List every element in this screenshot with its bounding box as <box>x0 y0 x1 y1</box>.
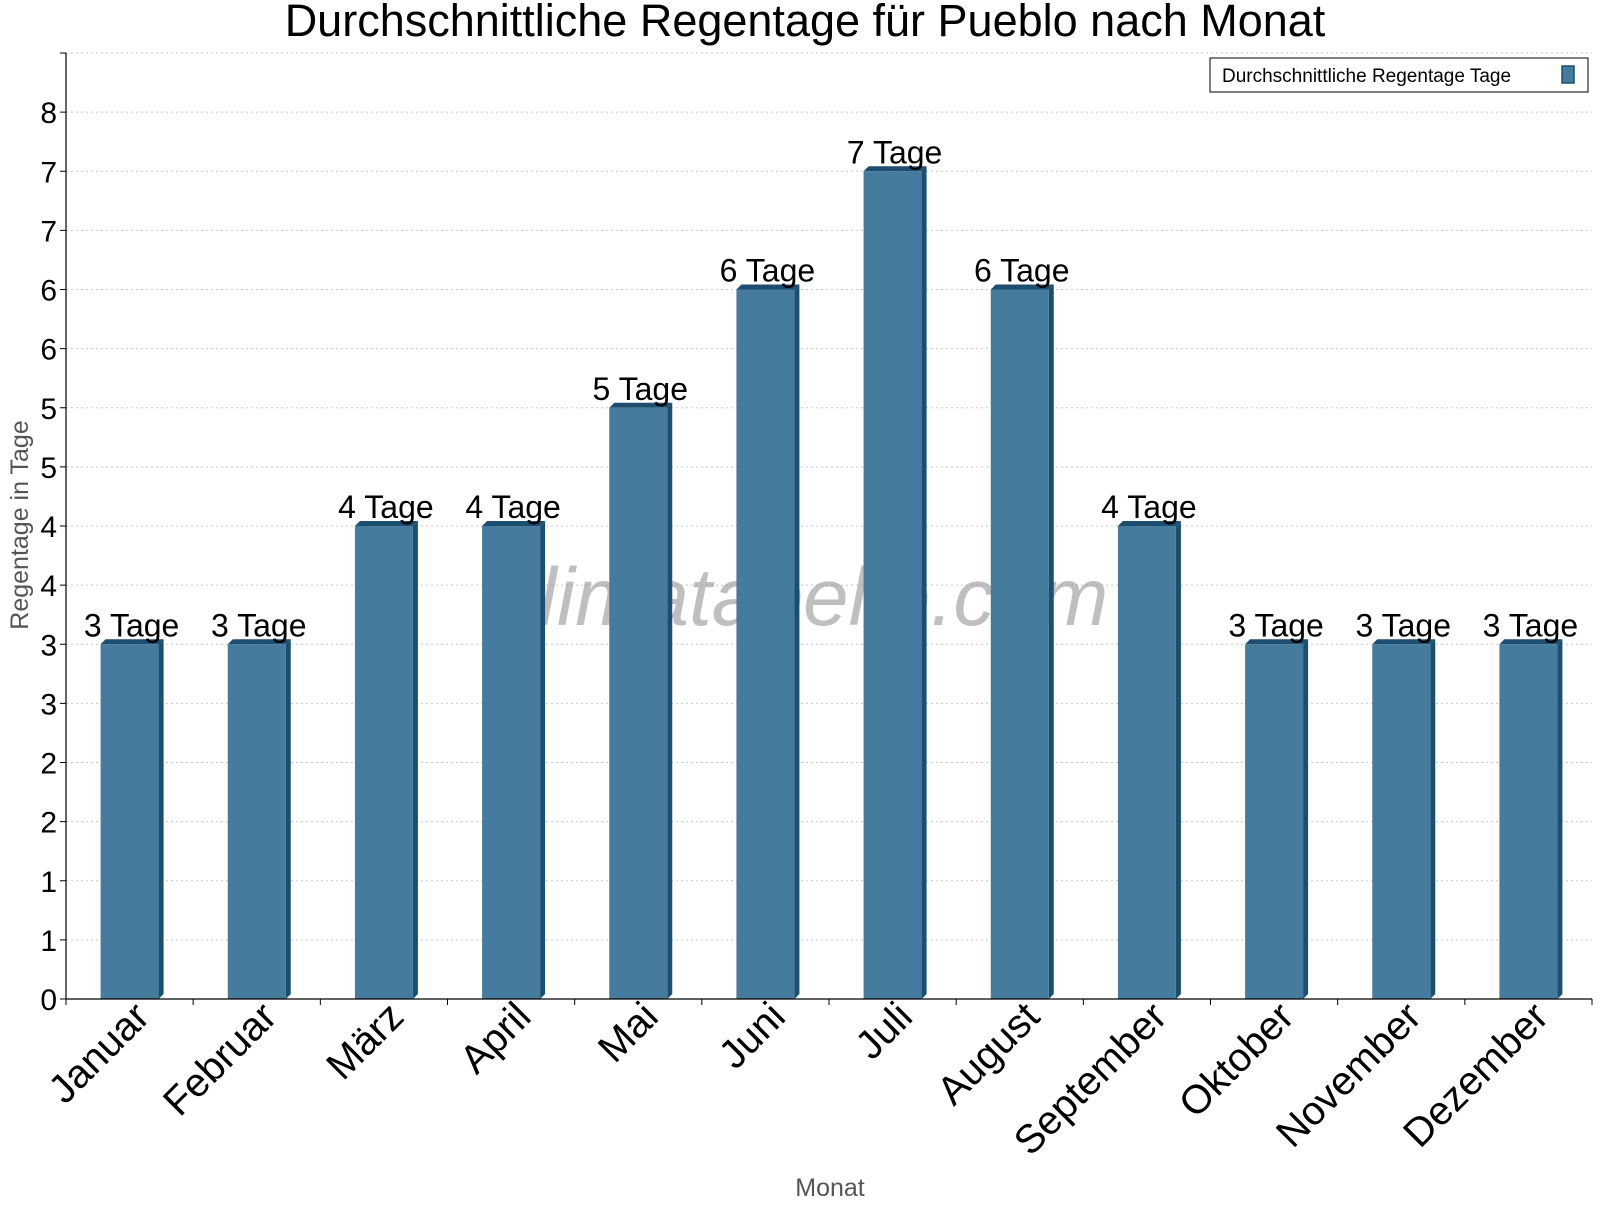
bar <box>736 289 795 999</box>
y-tick-label: 3 <box>40 629 57 662</box>
data-label: 3 Tage <box>84 607 180 643</box>
bar-top <box>1499 639 1563 645</box>
data-label: 3 Tage <box>1228 607 1324 643</box>
y-tick-label: 6 <box>40 334 57 367</box>
y-tick-label: 5 <box>40 452 57 485</box>
x-tick-label: Mai <box>590 994 667 1071</box>
bar-top <box>736 284 800 290</box>
bar-group: 3 Tage <box>84 607 180 999</box>
bar-top <box>100 639 164 645</box>
bar-group: 3 Tage <box>1483 607 1579 999</box>
bar <box>354 526 413 999</box>
y-tick-label: 1 <box>40 925 57 958</box>
bar-top <box>863 166 927 172</box>
bar <box>1499 644 1558 999</box>
bar-side <box>540 521 546 999</box>
bar-top <box>482 521 546 526</box>
y-tick-label: 0 <box>40 984 57 1017</box>
x-tick-label: Juni <box>711 994 794 1077</box>
x-tick-label: Januar <box>40 994 158 1112</box>
y-axis-title: Regentage in Tage <box>6 420 34 629</box>
y-tick-label: 1 <box>40 866 57 899</box>
y-tick-label: 7 <box>40 156 57 189</box>
grid <box>66 52 1592 941</box>
bar-group: 6 Tage <box>974 253 1070 999</box>
bar <box>482 526 541 999</box>
data-label: 6 Tage <box>720 253 816 289</box>
y-tick-label: 5 <box>40 393 57 426</box>
data-label: 7 Tage <box>847 134 943 170</box>
y-tick-label: 2 <box>40 748 57 781</box>
bar <box>1245 644 1304 999</box>
x-tick-label: Juli <box>847 994 921 1068</box>
y-tick-label: 4 <box>40 511 57 544</box>
y-tick-label: 8 <box>40 97 57 130</box>
bar-side <box>285 639 291 999</box>
x-tick-label: August <box>929 994 1048 1113</box>
y-tick-label: 7 <box>40 215 57 248</box>
bar-side <box>1430 639 1436 999</box>
bars: 3 Tage 3 Tage 4 Tage 4 Tage 5 Tage 6 Tage 7 Ta… <box>84 134 1578 999</box>
bar-side <box>667 402 673 999</box>
bar-group: 4 Tage <box>338 489 434 999</box>
bar <box>609 407 668 999</box>
bar-top <box>354 521 418 526</box>
y-tick-label: 2 <box>40 807 57 840</box>
bar-group: 7 Tage <box>847 134 943 999</box>
bar <box>100 644 159 999</box>
data-label: 4 Tage <box>465 489 561 525</box>
x-axis-title: Monat <box>795 1174 865 1200</box>
bar <box>863 171 922 999</box>
bar-side <box>794 284 800 999</box>
bar-top <box>1245 639 1309 645</box>
y-tick-label: 6 <box>40 275 57 308</box>
bar-group: 4 Tage <box>465 489 561 999</box>
bar <box>990 289 1049 999</box>
bar <box>1117 526 1176 999</box>
bar-top <box>990 284 1054 290</box>
bar <box>227 644 286 999</box>
legend-swatch <box>1561 65 1575 84</box>
bar-group: 6 Tage <box>720 253 816 999</box>
x-tick-label: März <box>318 994 412 1088</box>
bar-side <box>1303 639 1309 999</box>
legend-box <box>1209 57 1589 93</box>
bar-group: 3 Tage <box>211 607 307 999</box>
bar-side <box>412 521 418 999</box>
data-label: 4 Tage <box>338 489 434 525</box>
bar <box>1372 644 1431 999</box>
bar-side <box>1175 521 1181 999</box>
data-label: 4 Tage <box>1101 489 1197 525</box>
bar-top <box>1372 639 1436 645</box>
bar-top <box>609 402 673 408</box>
y-tick-label: 3 <box>40 688 57 721</box>
x-tick-label: Oktober <box>1171 994 1303 1126</box>
bar-group: 4 Tage <box>1101 489 1197 999</box>
bar-side <box>921 166 927 999</box>
y-tick-label: 4 <box>40 570 57 603</box>
data-label: 3 Tage <box>1356 607 1452 643</box>
x-tick-label: April <box>452 994 540 1082</box>
data-label: 3 Tage <box>1483 607 1579 643</box>
legend-label: Durchschnittliche Regentage Tage <box>1222 66 1511 87</box>
bar-top <box>227 639 291 645</box>
legend: Durchschnittliche Regentage Tage <box>1209 57 1589 93</box>
chart-title: Durchschnittliche Regentage für Pueblo n… <box>285 0 1326 46</box>
bar-side <box>1557 639 1563 999</box>
bar-side <box>1048 284 1054 999</box>
x-tick-label: Februar <box>155 994 285 1124</box>
bar-group: 3 Tage <box>1356 607 1452 999</box>
bar-top <box>1117 521 1181 526</box>
bar-group: 5 Tage <box>593 371 689 999</box>
data-label: 5 Tage <box>593 371 689 407</box>
bar-group: 3 Tage <box>1228 607 1324 999</box>
data-label: 6 Tage <box>974 253 1070 289</box>
data-label: 3 Tage <box>211 607 307 643</box>
bar-side <box>158 639 164 999</box>
